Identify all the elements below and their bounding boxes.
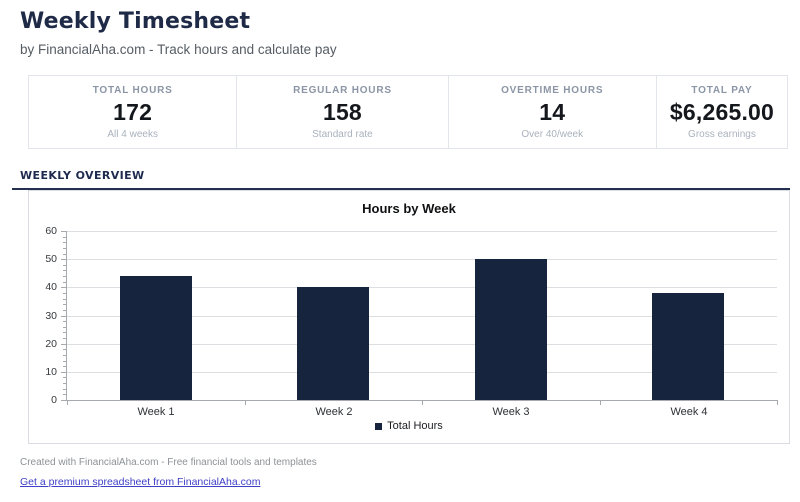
y-major-tick [61,344,66,345]
x-axis-line [66,400,778,401]
bar-chart-plot-area: 0 10 20 30 40 50 60 Week 1 Week 2 Week 3 Week 4 [45,225,778,418]
chart-title: Hours by Week [362,201,456,216]
y-minor-tick [63,327,66,328]
stat-card-total-hours: TOTAL HOURS 172 All 4 weeks [29,76,236,148]
y-minor-tick [63,338,66,339]
gridline [67,259,777,260]
stat-sublabel: Over 40/week [521,128,584,140]
y-tick-label: 30 [45,310,57,322]
y-minor-tick [63,270,66,271]
stat-value: 14 [539,98,566,125]
y-major-tick [61,372,66,373]
y-major-tick [61,287,66,288]
legend: Total Hours [29,420,789,432]
y-minor-tick [63,282,66,283]
y-tick-label: 0 [51,394,57,406]
y-minor-tick [63,237,66,238]
y-axis-line [66,231,67,401]
y-minor-tick [63,383,66,384]
y-major-tick [61,400,66,401]
y-minor-tick [63,276,66,277]
y-minor-tick [63,321,66,322]
y-major-tick [61,259,66,260]
stat-label: TOTAL HOURS [92,84,173,96]
y-minor-tick [63,299,66,300]
y-tick-label: 60 [45,225,57,237]
bar-week-4 [652,293,724,400]
stat-card-regular-hours: REGULAR HOURS 158 Standard rate [236,76,447,148]
stat-value: 158 [322,98,362,125]
y-major-tick [61,316,66,317]
y-minor-tick [63,332,66,333]
x-boundary-tick [67,401,68,405]
y-minor-tick [63,361,66,362]
legend-marker-swatch [375,422,383,430]
x-boundary-tick [777,401,778,405]
bar-week-3 [475,259,547,400]
stat-value: $6,265.00 [669,98,775,125]
stat-label: TOTAL PAY [691,84,753,96]
x-tick-label: Week 1 [137,406,175,418]
gridline [67,231,777,232]
stat-label: REGULAR HOURS [293,84,392,96]
page-title: Weekly Timesheet [20,9,251,34]
y-minor-tick [63,265,66,266]
stat-card-overtime-hours: OVERTIME HOURS 14 Over 40/week [447,76,656,148]
y-tick-label: 50 [45,253,57,265]
stats-row: TOTAL HOURS 172 All 4 weeks REGULAR HOUR… [28,75,788,149]
page-subtitle: by FinancialAha.com - Track hours and ca… [20,42,337,57]
bar-week-1 [120,276,192,400]
x-tick-label: Week 2 [315,406,353,418]
y-tick-label: 20 [45,338,57,350]
section-title: WEEKLY OVERVIEW [20,169,145,182]
stat-value: 172 [113,98,153,125]
y-minor-tick [63,394,66,395]
y-minor-tick [63,389,66,390]
gridline [67,316,777,317]
x-boundary-tick [600,401,601,405]
y-major-tick [61,231,66,232]
y-tick-label: 40 [45,281,57,293]
y-minor-tick [63,248,66,249]
legend-label: Total Hours [387,420,443,432]
y-minor-tick [63,242,66,243]
gridline [67,372,777,373]
stat-label: OVERTIME HOURS [501,84,604,96]
x-boundary-tick [422,401,423,405]
y-minor-tick [63,293,66,294]
stat-sublabel: Gross earnings [688,128,756,140]
y-minor-tick [63,366,66,367]
y-minor-tick [63,310,66,311]
stat-sublabel: All 4 weeks [107,128,158,140]
gridline [67,287,777,288]
premium-spreadsheet-link[interactable]: Get a premium spreadsheet from Financial… [20,476,261,488]
x-tick-label: Week 4 [670,406,708,418]
y-minor-tick [63,304,66,305]
y-minor-tick [63,377,66,378]
y-minor-tick [63,349,66,350]
footer-credit-text: Created with FinancialAha.com - Free fin… [20,457,317,468]
x-boundary-tick [245,401,246,405]
y-tick-label: 10 [45,366,57,378]
section-rule [12,188,790,190]
chart-panel: Hours by Week 0 10 20 30 40 50 60 Week 1 Week 2 W… [28,190,790,444]
bar-week-2 [297,287,369,400]
page: Weekly Timesheet by FinancialAha.com - T… [0,9,800,502]
stat-sublabel: Standard rate [312,128,373,140]
y-minor-tick [63,254,66,255]
x-tick-label: Week 3 [492,406,530,418]
gridline [67,344,777,345]
y-minor-tick [63,355,66,356]
stat-card-total-pay: TOTAL PAY $6,265.00 Gross earnings [655,76,787,148]
